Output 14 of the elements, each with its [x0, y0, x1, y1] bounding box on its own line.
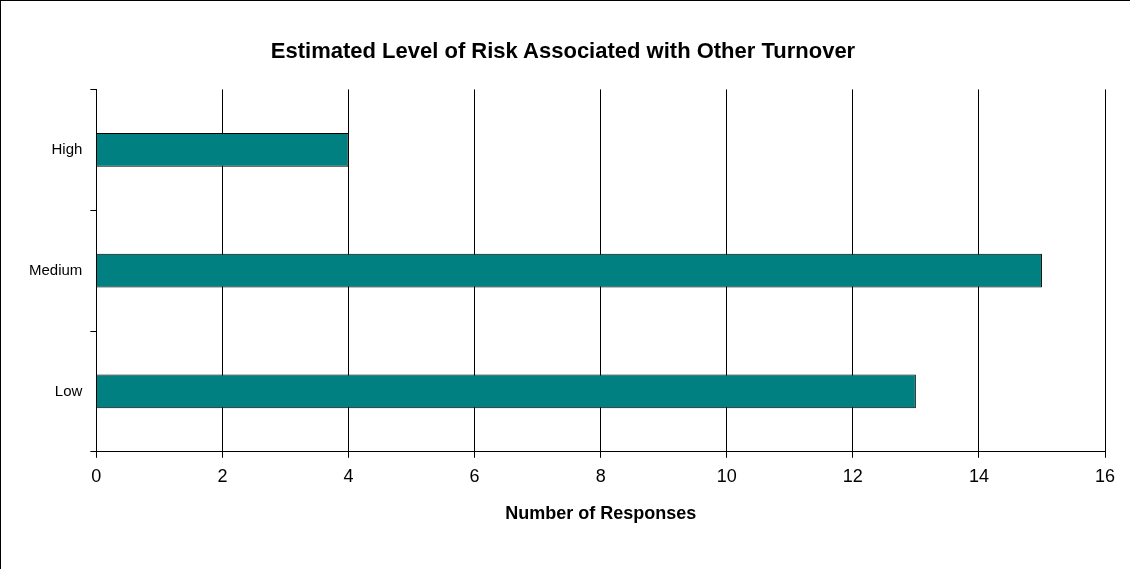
- y-tick-label: Low: [54, 381, 83, 399]
- x-tick-label: 12: [842, 465, 863, 486]
- y-tick-label: Medium: [28, 260, 83, 278]
- x-tick-label: 0: [91, 465, 102, 486]
- x-tick-label: 16: [1094, 465, 1116, 486]
- x-tick-label: 4: [343, 465, 354, 486]
- x-axis-title: Number of Responses: [505, 503, 697, 524]
- chart-title: Estimated Level of Risk Associated with Other Turnover: [270, 38, 856, 64]
- y-tick-label: High: [51, 139, 83, 157]
- x-tick-label: 6: [469, 465, 480, 486]
- x-tick-label: 8: [595, 465, 606, 486]
- x-tick-label: 14: [968, 465, 989, 486]
- x-tick-label: 2: [217, 465, 228, 486]
- x-tick-label: 10: [716, 465, 737, 486]
